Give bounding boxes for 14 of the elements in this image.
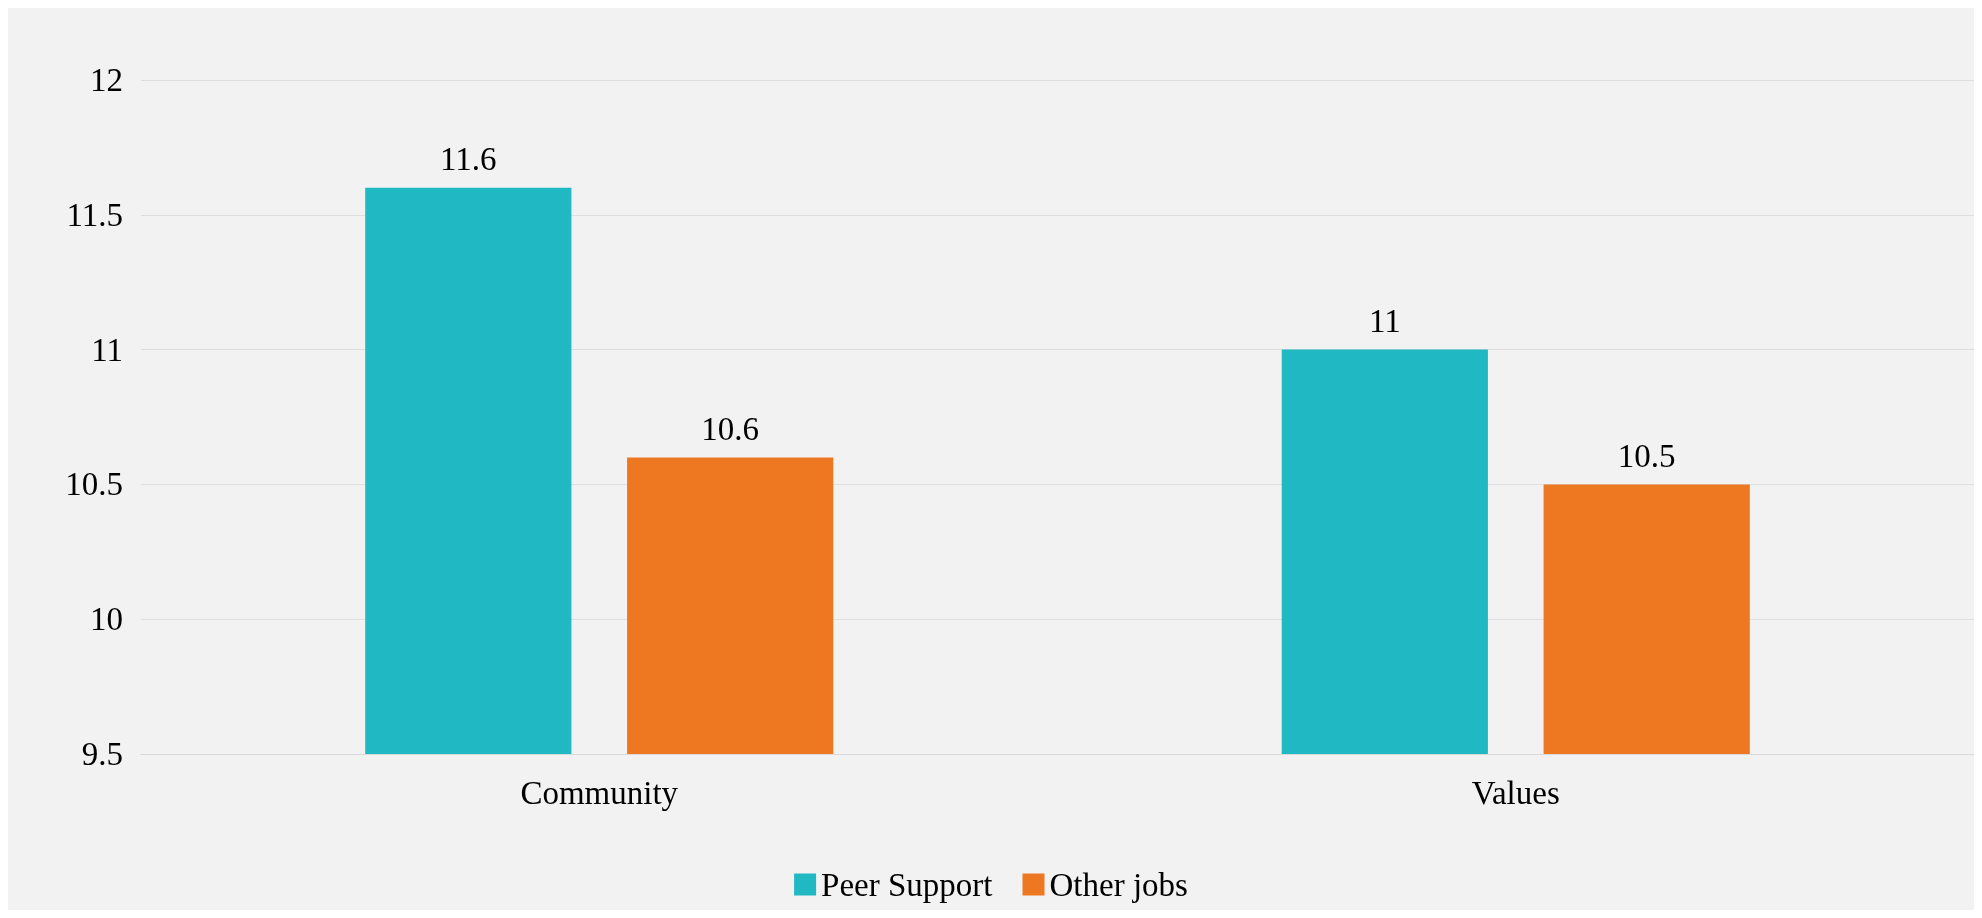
data-label: 11 <box>1368 303 1401 340</box>
data-label: 10.6 <box>701 410 760 447</box>
y-tick-label: 10.5 <box>65 466 123 503</box>
data-label: 10.5 <box>1617 437 1676 474</box>
y-tick-label: 9.5 <box>81 736 123 772</box>
y-tick-label: 12 <box>90 62 123 98</box>
y-tick-label: 11 <box>91 331 123 368</box>
legend-label: Other jobs <box>1049 866 1188 903</box>
legend-label: Peer Support <box>821 866 993 903</box>
y-tick-label: 11.5 <box>66 196 123 233</box>
x-tick-label: Values <box>1471 774 1560 811</box>
x-tick-label: Community <box>520 774 679 811</box>
data-label: 11.6 <box>440 141 497 178</box>
y-tick-label: 10 <box>90 601 123 638</box>
